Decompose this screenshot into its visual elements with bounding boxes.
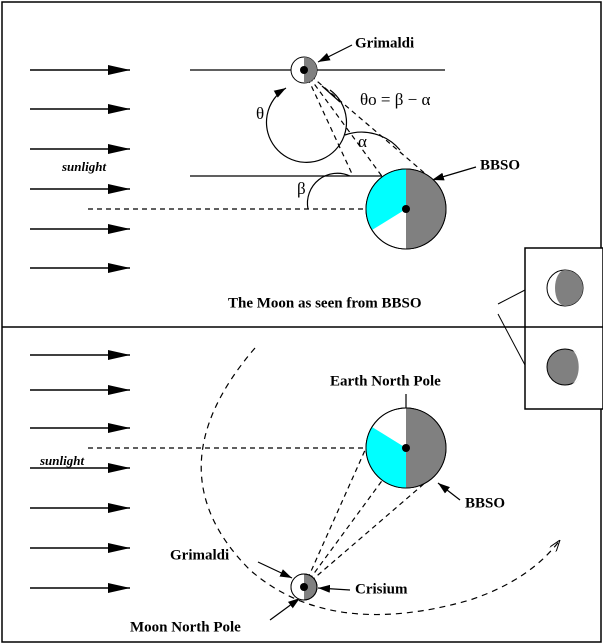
moon-bottom (290, 573, 318, 601)
label: Grimaldi (355, 35, 414, 51)
label: β (297, 179, 306, 198)
label: BBSO (480, 157, 520, 173)
inset-moons (497, 269, 585, 386)
label: Earth North Pole (330, 373, 441, 389)
label: θo = β − α (360, 90, 430, 109)
label: Moon North Pole (130, 619, 241, 635)
bottom-geometry (88, 347, 560, 621)
label: Grimaldi (170, 547, 229, 563)
earth-bottom (365, 407, 447, 489)
label: θ (256, 104, 264, 123)
sunlight-arrows (30, 65, 130, 593)
label: sunlight (61, 159, 106, 174)
earth-top (365, 168, 447, 250)
label: Crisium (355, 581, 408, 597)
label: The Moon as seen from BBSO (228, 295, 421, 311)
label: sunlight (39, 453, 84, 468)
label: BBSO (465, 495, 505, 511)
top-geometry (88, 44, 477, 210)
grimaldi-moon-top (290, 56, 318, 84)
label: α (358, 132, 367, 151)
